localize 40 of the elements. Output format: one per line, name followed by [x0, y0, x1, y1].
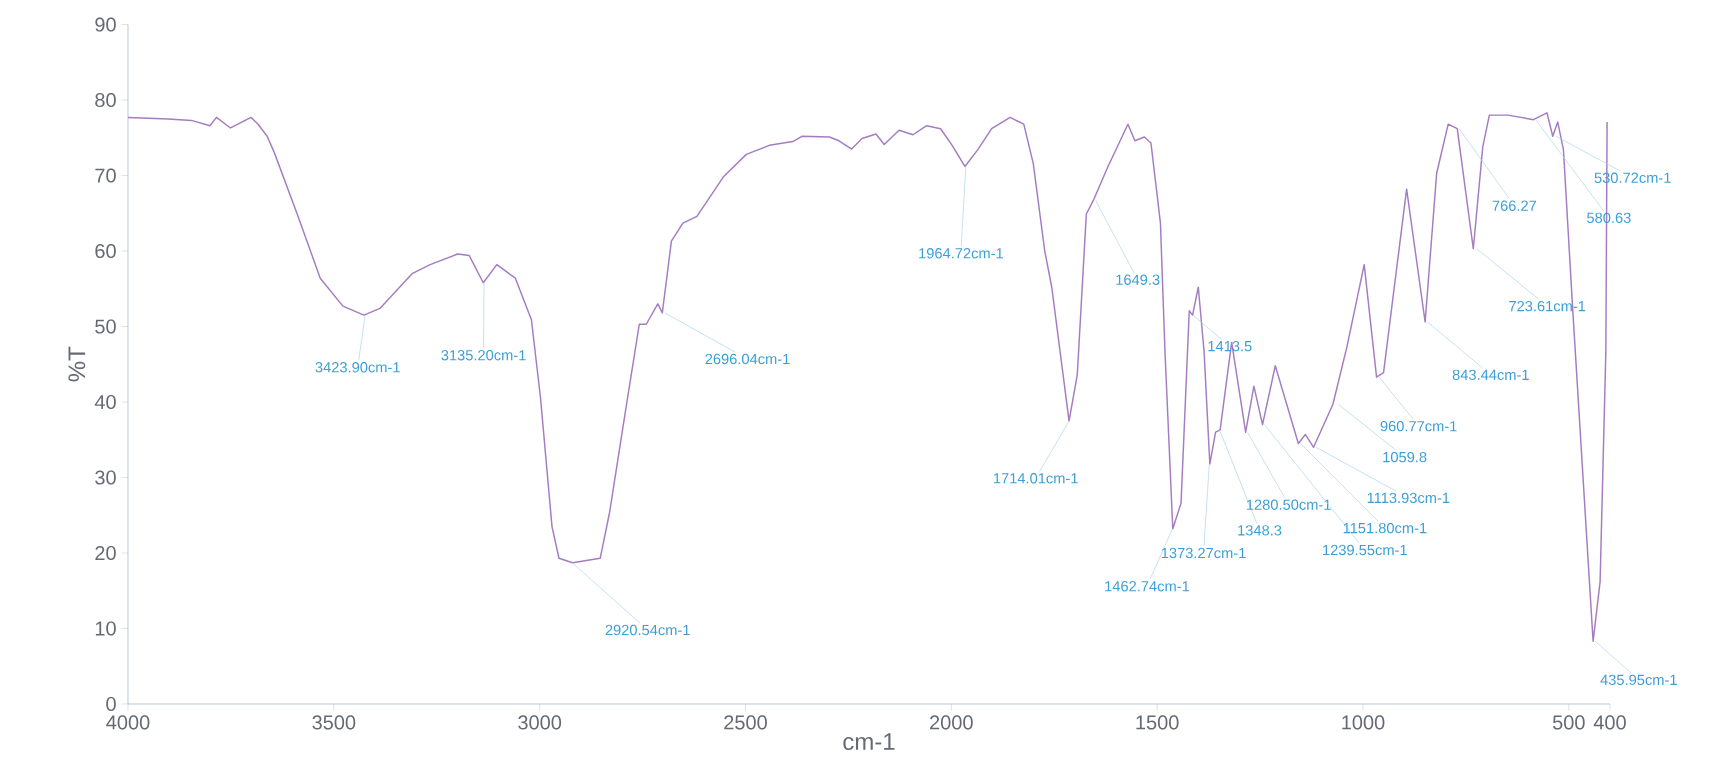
annotation: 1714.01cm-1: [994, 473, 1078, 484]
annotation: 960.77cm-1: [1380, 420, 1457, 432]
x-tick-label: 3500: [312, 715, 356, 730]
x-tick-label: 3000: [518, 715, 562, 730]
y-tick-label: 0: [106, 696, 116, 712]
annotation: 1239.55cm-1: [1323, 544, 1407, 556]
y-tick-label: 10: [95, 621, 116, 636]
annotation: 435.95cm-1: [1600, 674, 1677, 686]
annotation: 2920.54cm-1: [605, 624, 690, 636]
y-tick-label: 50: [95, 319, 116, 334]
annotation: 1113.93cm-1: [1367, 492, 1450, 504]
x-tick-label: 2500: [724, 715, 767, 730]
annotation: 1348.3: [1238, 525, 1282, 536]
annotation: 3423.90cm-1: [315, 362, 400, 373]
x-tick-label: 400: [1593, 715, 1626, 730]
annotation: 1649.3: [1116, 274, 1160, 285]
x-tick-label: 1500: [1136, 715, 1179, 730]
x-tick-label: 500: [1552, 715, 1585, 730]
annotation: 1151.80cm-1: [1343, 522, 1427, 534]
annotation: 1462.74cm-1: [1105, 581, 1190, 592]
y-tick-label: 20: [95, 545, 116, 561]
x-axis-title: cm-1: [843, 733, 895, 751]
y-axis-title: %T: [68, 346, 86, 382]
annotation: 1280.50cm-1: [1246, 499, 1331, 510]
annotation: 843.44cm-1: [1452, 369, 1529, 381]
annotation: 1059.8: [1383, 451, 1427, 463]
x-tick-label: 2000: [930, 715, 973, 730]
annotation: 3135.20cm-1: [441, 350, 526, 361]
annotation: 1373.27cm-1: [1161, 547, 1246, 559]
y-tick-label: 90: [95, 17, 116, 32]
x-tick-label: 1000: [1342, 715, 1385, 730]
annotation: 766.27: [1492, 200, 1537, 211]
y-tick-label: 40: [94, 394, 116, 410]
y-tick-label: 80: [95, 92, 116, 108]
annotation: 2696.04cm-1: [705, 353, 790, 365]
y-tick-label: 60: [95, 243, 116, 259]
annotation: 1964.72cm-1: [919, 248, 1003, 259]
y-tick-label: 70: [95, 168, 116, 183]
x-tick-label: 4000: [106, 715, 150, 730]
y-tick-label: 30: [95, 470, 116, 485]
